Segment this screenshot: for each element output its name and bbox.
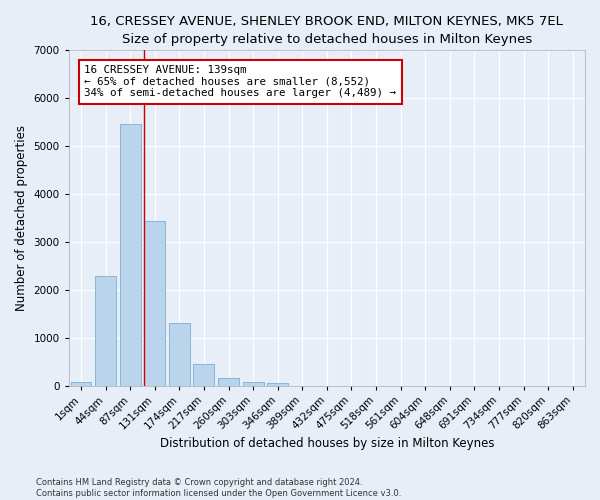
Bar bbox=[193, 364, 214, 386]
Bar bbox=[242, 382, 263, 386]
Bar bbox=[218, 378, 239, 386]
Bar bbox=[120, 124, 140, 386]
Bar bbox=[267, 383, 288, 386]
Bar bbox=[145, 221, 165, 386]
Text: Contains HM Land Registry data © Crown copyright and database right 2024.
Contai: Contains HM Land Registry data © Crown c… bbox=[36, 478, 401, 498]
Text: 16 CRESSEY AVENUE: 139sqm
← 65% of detached houses are smaller (8,552)
34% of se: 16 CRESSEY AVENUE: 139sqm ← 65% of detac… bbox=[84, 65, 396, 98]
Bar bbox=[169, 323, 190, 386]
Bar bbox=[71, 382, 91, 386]
X-axis label: Distribution of detached houses by size in Milton Keynes: Distribution of detached houses by size … bbox=[160, 437, 494, 450]
Title: 16, CRESSEY AVENUE, SHENLEY BROOK END, MILTON KEYNES, MK5 7EL
Size of property r: 16, CRESSEY AVENUE, SHENLEY BROOK END, M… bbox=[91, 15, 563, 46]
Bar bbox=[95, 276, 116, 386]
Y-axis label: Number of detached properties: Number of detached properties bbox=[15, 125, 28, 311]
